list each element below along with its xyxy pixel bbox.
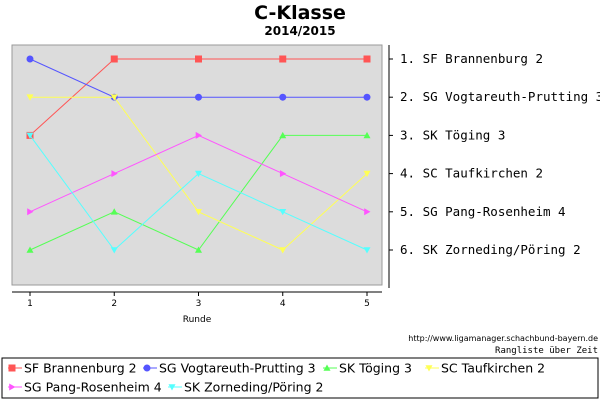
series-layer [26,55,371,254]
data-point [364,208,371,216]
legend-marker [8,364,16,372]
data-point [195,55,202,63]
legend-marker [168,384,176,391]
rank-label: 4. SC Taufkirchen 2 [400,166,543,181]
data-point [363,55,371,63]
data-point [279,247,287,254]
data-point [363,170,371,178]
data-point [110,247,118,254]
x-tick-label: 3 [196,299,202,309]
rank-label: 3. SK Töging 3 [400,127,505,142]
legend-box [1,357,599,399]
data-point [279,209,287,216]
legend-item-sk-zorneding-p-ring-2: SK Zorneding/Pöring 2 [168,380,323,395]
legend-item-sk-t-ging-3: SK Töging 3 [323,361,412,376]
legend-label: SG Vogtareuth-Prutting 3 [159,361,316,376]
x-tick-label: 5 [364,299,370,309]
legend-item-sf-brannenburg-2: SF Brannenburg 2 [8,361,137,376]
legend-label: SC Taufkirchen 2 [441,361,545,376]
data-point [26,132,34,139]
data-point [363,93,371,101]
series-sk-t-ging-3 [26,131,371,253]
data-point [363,247,371,254]
legend-item-sc-taufkirchen-2: SC Taufkirchen 2 [425,361,545,376]
legend-item-sg-vogtareuth-prutting-3: SG Vogtareuth-Prutting 3 [143,361,316,376]
data-point [110,55,118,63]
data-point [279,131,287,139]
chart-caption: Rangliste über Zeit [495,346,598,356]
x-tick-label: 1 [27,299,33,309]
legend-marker [143,364,151,372]
data-point [26,94,34,101]
data-point [195,131,202,139]
data-point [279,170,287,178]
x-axis-label: Runde [183,315,212,325]
legend: SF Brannenburg 2 SG Vogtareuth-Prutting 3… [8,361,545,395]
plot-area [11,44,383,286]
legend-label: SK Zorneding/Pöring 2 [184,380,323,395]
legend-label: SF Brannenburg 2 [24,361,137,376]
x-tick-label: 4 [280,299,286,309]
rank-label: 1. SF Brannenburg 2 [400,51,543,66]
data-point [363,131,371,139]
data-point [26,246,34,253]
data-point [26,55,34,63]
rank-label: 2. SG Vogtareuth-Prutting 3 [400,89,600,104]
data-point [195,93,202,101]
legend-marker [425,365,433,372]
data-point [279,55,287,63]
source-url: http://www.ligamanager.schachbund-bayern… [408,334,598,343]
legend-item-sg-pang-rosenheim-4: SG Pang-Rosenheim 4 [8,380,162,395]
x-ticks: 1 2 3 4 5 [27,292,370,309]
data-point [279,93,287,101]
rank-labels: 1. SF Brannenburg 2 2. SG Vogtareuth-Prut… [400,51,600,257]
rank-label: 5. SG Pang-Rosenheim 4 [400,204,566,219]
data-point [111,170,118,178]
data-point [27,208,34,216]
rank-label: 6. SK Zorneding/Pöring 2 [400,242,581,257]
data-point [110,208,118,215]
legend-marker [323,364,331,371]
series-sg-pang-rosenheim-4 [27,131,371,216]
chart-subtitle: 2014/2015 [264,24,335,38]
data-point [195,209,202,216]
data-point [195,170,202,178]
legend-marker [9,383,16,391]
data-point [110,94,118,101]
x-tick-label: 2 [111,299,117,309]
data-point [195,246,202,253]
legend-label: SK Töging 3 [339,361,412,376]
series-sk-zorneding-p-ring-2 [26,132,371,254]
legend-label: SG Pang-Rosenheim 4 [24,380,162,395]
chart-title: C-Klasse [254,2,346,24]
y-ticks [389,58,393,251]
